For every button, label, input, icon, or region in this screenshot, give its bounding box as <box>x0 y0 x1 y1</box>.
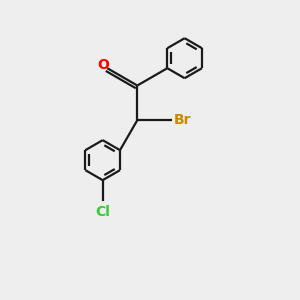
Text: O: O <box>97 58 109 72</box>
Text: Cl: Cl <box>95 205 110 219</box>
Text: Br: Br <box>174 113 191 127</box>
